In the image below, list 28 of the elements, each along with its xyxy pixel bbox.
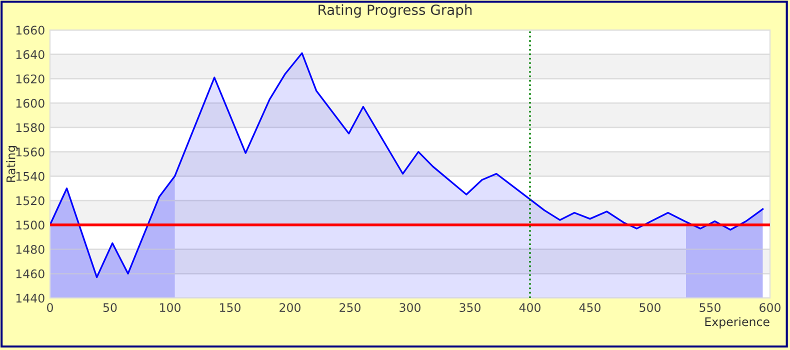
y-tick-label: 1540 (16, 172, 44, 181)
x-tick-label: 450 (579, 303, 600, 312)
x-tick-label: 150 (220, 303, 240, 312)
y-tick-label: 1460 (16, 269, 44, 278)
x-tick-label: 0 (47, 303, 53, 312)
x-tick-label: 600 (760, 303, 780, 312)
x-tick-label: 400 (519, 303, 540, 312)
x-tick-label: 250 (340, 303, 360, 312)
y-tick-label: 1640 (16, 50, 44, 60)
x-tick-label: 500 (640, 303, 660, 312)
x-tick-label: 350 (460, 303, 480, 312)
x-axis-title: Experience (705, 317, 770, 328)
y-axis-title: Rating (6, 146, 18, 182)
y-tick-label: 1660 (16, 26, 44, 35)
y-tick-label: 1580 (16, 123, 44, 132)
x-tick-label: 50 (103, 303, 117, 312)
y-tick-label: 1520 (16, 196, 44, 206)
x-tick-label: 200 (280, 303, 300, 312)
chart-title: Rating Progress Graph (318, 4, 472, 18)
x-tick-label: 550 (700, 303, 720, 312)
y-tick-label: 1500 (16, 220, 44, 230)
x-tick-label: 300 (400, 303, 420, 312)
y-tick-label: 1480 (16, 244, 44, 254)
x-tick-label: 100 (160, 303, 180, 312)
y-tick-label: 1620 (16, 74, 44, 84)
y-tick-label: 1560 (16, 148, 44, 156)
y-tick-label: 1440 (16, 294, 44, 303)
y-tick-label: 1600 (16, 98, 44, 108)
